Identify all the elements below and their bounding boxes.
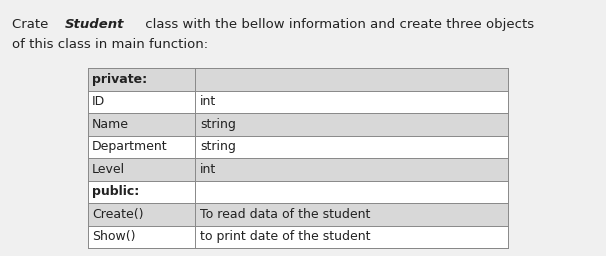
Text: Department: Department [92,140,168,153]
Text: int: int [200,95,216,108]
Text: string: string [200,118,236,131]
Text: Student: Student [64,18,124,31]
Text: private:: private: [92,73,147,86]
Bar [88,135,508,158]
Text: of this class in main function:: of this class in main function: [12,38,208,51]
Text: ID: ID [92,95,105,108]
Text: To read data of the student: To read data of the student [200,208,370,221]
Text: class with the bellow information and create three objects: class with the bellow information and cr… [141,18,534,31]
Text: to print date of the student: to print date of the student [200,230,370,243]
Bar [88,113,508,135]
Bar [88,68,508,91]
Text: Create(): Create() [92,208,144,221]
Bar [88,203,508,226]
Text: Name: Name [92,118,129,131]
Bar [88,180,508,203]
Text: int: int [200,163,216,176]
Text: Crate: Crate [12,18,53,31]
Bar [88,226,508,248]
Text: string: string [200,140,236,153]
Bar [88,91,508,113]
Bar [88,158,508,180]
Text: Show(): Show() [92,230,136,243]
Text: public:: public: [92,185,139,198]
Text: Level: Level [92,163,125,176]
